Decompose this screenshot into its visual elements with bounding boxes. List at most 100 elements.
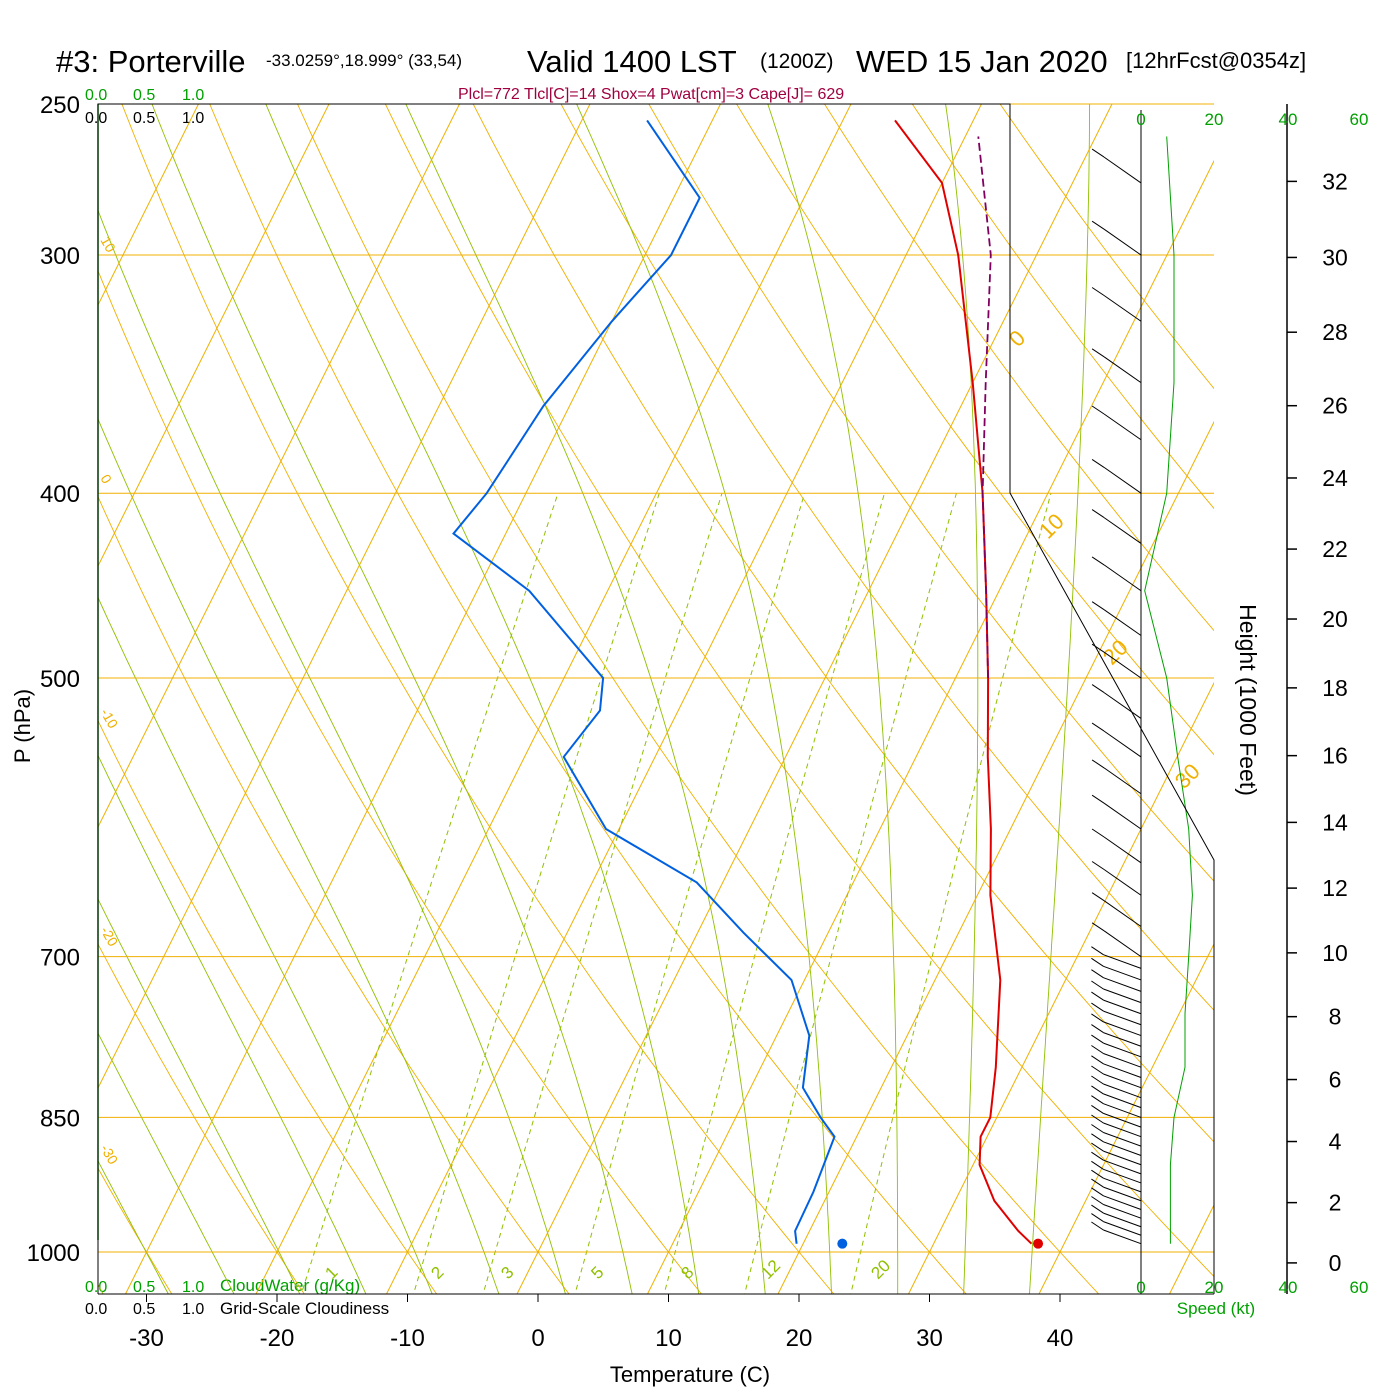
wind-barb — [1103, 836, 1142, 864]
y-tick-label: 700 — [40, 945, 80, 972]
moist-adiabat-line — [98, 898, 301, 1294]
cloudwater-scale-2: 1.0 — [182, 87, 204, 104]
dry-adiabat-line — [911, 104, 1214, 510]
wind-barb — [1103, 651, 1142, 679]
wind-tick-top-40: 40 — [1279, 110, 1298, 129]
height-tick-label: 8 — [1329, 1004, 1342, 1030]
valid-time: Valid 1400 LST — [527, 44, 737, 79]
mixing-ratio-line — [744, 493, 957, 1294]
wind-barb-feather — [1091, 1095, 1104, 1105]
wind-barb-feather — [1091, 969, 1104, 979]
moist-adiabat-line — [98, 596, 433, 1294]
wind-barb — [1103, 1212, 1142, 1228]
wind-barb — [1103, 156, 1142, 184]
dry-adiabat-line — [823, 104, 1214, 632]
height-tick-label: 18 — [1322, 675, 1348, 701]
wind-barb-feather — [1091, 1002, 1104, 1012]
wind-barb-feather — [1091, 1187, 1104, 1197]
wind-barb-feather — [1091, 287, 1105, 296]
dry-adiabat-line — [98, 943, 305, 1294]
moist-adiabat-line — [98, 754, 367, 1294]
dewpoint-line — [452, 119, 836, 1244]
height-tick-label: 2 — [1329, 1190, 1342, 1216]
height-tick-label: 26 — [1322, 393, 1348, 419]
wind-barb-feather — [1091, 509, 1105, 519]
wind-barb-feather — [1091, 148, 1105, 158]
wind-barb — [1103, 1073, 1142, 1089]
moist-adiabat-line — [151, 104, 633, 1294]
wind-barb-feather — [1091, 1013, 1104, 1023]
height-tick-label: 22 — [1322, 536, 1348, 562]
mixing-ratio-line — [413, 493, 660, 1294]
isotherm-line — [516, 104, 1113, 1294]
cloudwater-scale-bottom-2: 1.0 — [182, 1279, 204, 1296]
wind-barb-feather — [1091, 1104, 1104, 1114]
wind-barb-feather — [1091, 1178, 1104, 1188]
moist-adiabat-line — [945, 104, 979, 1294]
forecast-info: [12hrFcst@0354z] — [1126, 48, 1306, 73]
wind-barb — [1103, 1150, 1142, 1166]
wind-barb — [1103, 1229, 1142, 1245]
wind-barb — [1103, 295, 1142, 322]
isotherm-label: -20 — [97, 924, 121, 950]
height-tick-label: 30 — [1322, 244, 1348, 270]
wind-barb-feather — [1091, 1045, 1104, 1054]
cloud-scale-top: 0.0 0.5 1.0 0.0 0.5 1.0 — [85, 87, 204, 127]
wind-speed-axis: 0 20 40 60 0 20 40 60 Speed (kt) — [1136, 110, 1368, 1318]
y-tick-label: 500 — [40, 666, 80, 693]
wind-barb-feather — [1091, 1213, 1104, 1223]
wind-barb-feather — [1091, 643, 1105, 653]
cloudwater-scale-0: 0.0 — [85, 87, 107, 104]
wind-barb — [1103, 802, 1142, 830]
dry-adiabat-line — [121, 104, 835, 1294]
height-tick-label: 14 — [1322, 809, 1348, 835]
wind-barb — [1103, 228, 1142, 256]
wind-barb-feather — [1091, 348, 1105, 358]
wind-barb — [1103, 1204, 1142, 1219]
y-tick-label: 300 — [40, 243, 80, 270]
height-tick-label: 10 — [1322, 940, 1348, 966]
wind-tick-bottom-40: 40 — [1279, 1278, 1298, 1297]
dry-adiabat-line — [98, 495, 570, 1294]
isotherm-lines — [98, 104, 1214, 1294]
wind-barb-feather — [1091, 991, 1104, 1001]
wind-barb-feather — [1091, 1065, 1104, 1075]
wind-barb-feather — [1091, 861, 1105, 870]
mixing-ratio-label: 3 — [497, 1263, 517, 1283]
wind-tick-top-60: 60 — [1350, 110, 1369, 129]
isotherm-line — [98, 104, 330, 568]
wind-barb-feather — [1091, 1151, 1104, 1161]
cloudiness-scale-0: 0.0 — [85, 110, 107, 127]
wind-barb — [1103, 1021, 1142, 1037]
wind-barb — [1103, 517, 1142, 544]
wind-barb — [1103, 356, 1142, 384]
mixing-ratio-lines — [300, 493, 1052, 1294]
wind-barb — [1103, 692, 1142, 719]
mixing-ratio-label: 20 — [867, 1256, 894, 1283]
wind-barb — [1103, 988, 1142, 1004]
x-tick-label: -30 — [129, 1325, 164, 1352]
moist-adiabat-line — [767, 104, 899, 1294]
x-tick-label: 30 — [916, 1325, 943, 1352]
wind-barb-feather — [1091, 1055, 1104, 1065]
wind-barb — [1103, 900, 1142, 927]
y-tick-label: 400 — [40, 481, 80, 508]
isotherm-line — [98, 104, 591, 1090]
cloudwater-scale-bottom-1: 0.5 — [133, 1279, 155, 1296]
mixing-ratio-line — [663, 493, 885, 1294]
moist-adiabat-line — [265, 104, 700, 1294]
wind-barb-feather — [1091, 794, 1105, 804]
mixing-ratio-line — [850, 493, 1052, 1294]
isotherm-line — [124, 104, 722, 1294]
isotherm-line — [777, 420, 1214, 1294]
axes: -30 -20 -10 0 10 20 30 402503004005007008501000… — [27, 92, 1348, 1352]
wind-barb-feather — [1091, 220, 1105, 230]
wind-barb — [1103, 977, 1142, 992]
isotherm-label: 30 — [1170, 759, 1205, 794]
moist-adiabat-line — [98, 1032, 235, 1294]
wind-barb — [1103, 1168, 1142, 1184]
wind-barb-feather — [1091, 1034, 1104, 1044]
height-tick-label: 20 — [1322, 606, 1348, 632]
valid-date: WED 15 Jan 2020 — [856, 44, 1108, 79]
